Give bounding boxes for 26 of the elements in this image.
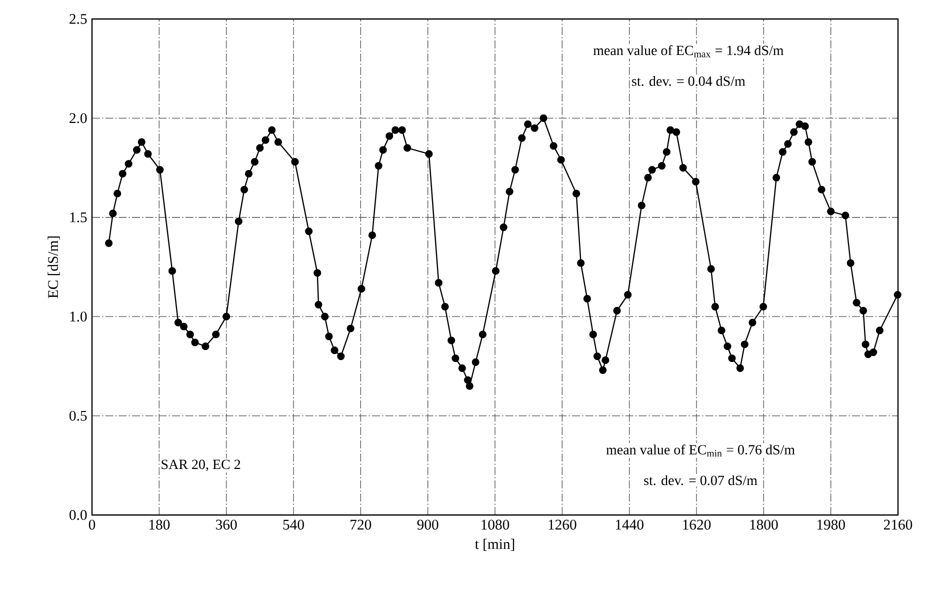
annotation: mean value of EC$_{min}$ = 0.76 dS/m <box>606 444 795 457</box>
y-tick-label: 1.0 <box>70 312 87 322</box>
y-tick-label: 2.0 <box>70 113 87 124</box>
y-tick-label: 0.5 <box>70 410 87 421</box>
annotation: st. dev. = 0.04 dS/m <box>632 76 746 86</box>
y-axis-title: EC [dS/m] <box>48 236 60 298</box>
y-tick-label: 2.5 <box>70 14 87 24</box>
x-axis-title: t [min] <box>474 538 514 551</box>
x-tick-label: 1800 <box>750 520 778 530</box>
x-tick-label: 900 <box>417 520 438 530</box>
x-tick-label: 1980 <box>817 520 845 530</box>
x-tick-label: 2160 <box>884 520 912 530</box>
x-tick-label: 1620 <box>683 520 711 530</box>
annotation: mean value of EC$_{max}$ = 1.94 dS/m <box>593 45 784 58</box>
x-tick-label: 180 <box>149 520 170 530</box>
y-tick-label: 1.5 <box>70 212 87 222</box>
x-tick-label: 1260 <box>548 520 576 530</box>
x-tick-label: 0 <box>88 520 96 530</box>
x-tick-label: 540 <box>283 520 304 530</box>
annotation: st. dev. = 0.07 dS/m <box>644 475 758 486</box>
x-tick-label: 360 <box>216 520 237 530</box>
annotation: SAR 20, EC 2 <box>162 460 240 472</box>
x-tick-label: 1440 <box>616 520 644 530</box>
x-tick-label: 1080 <box>482 520 510 530</box>
y-tick-label: 0.0 <box>70 510 87 520</box>
x-tick-label: 720 <box>350 520 372 530</box>
